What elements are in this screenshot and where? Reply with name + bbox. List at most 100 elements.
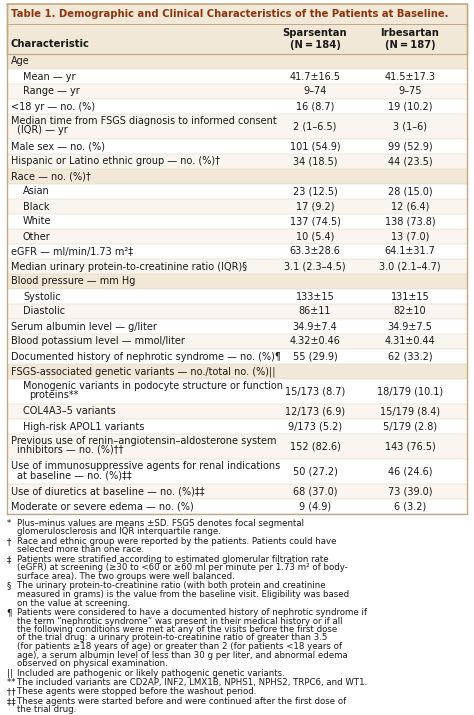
Text: 34.9±7.5: 34.9±7.5 [388,322,432,332]
Text: 133±15: 133±15 [296,292,334,302]
Text: COL4A3–5 variants: COL4A3–5 variants [23,407,116,417]
Text: at baseline — no. (%)‡‡: at baseline — no. (%)‡‡ [17,470,132,480]
Text: 5/179 (2.8): 5/179 (2.8) [383,422,437,431]
Bar [7,419,467,434]
Text: 82±10: 82±10 [394,307,426,317]
Text: 138 (73.8): 138 (73.8) [385,217,435,227]
Text: 41.7±16.5: 41.7±16.5 [290,72,340,82]
Bar [7,499,467,514]
Text: 23 (12.5): 23 (12.5) [292,187,337,197]
Text: 152 (82.6): 152 (82.6) [290,441,340,451]
Text: 10 (5.4): 10 (5.4) [296,232,334,242]
Text: 2 (1–6.5): 2 (1–6.5) [293,122,337,132]
Text: The urinary protein-to-creatinine ratio (with both protein and creatinine: The urinary protein-to-creatinine ratio … [17,581,326,591]
Text: 99 (52.9): 99 (52.9) [388,142,432,152]
Bar [7,214,467,229]
Text: 34 (18.5): 34 (18.5) [293,157,337,167]
Text: Race and ethnic group were reported by the patients. Patients could have: Race and ethnic group were reported by t… [17,537,337,546]
Text: §: § [7,581,14,591]
Bar [7,379,467,404]
Text: Mean — yr: Mean — yr [23,72,75,82]
Bar [7,114,467,139]
Text: (eGFR) at screening (≥30 to <60 or ≥60 ml per minute per 1.73 m² of body-: (eGFR) at screening (≥30 to <60 or ≥60 m… [17,563,348,573]
Text: (IQR) — yr: (IQR) — yr [17,125,68,135]
Text: 62 (33.2): 62 (33.2) [388,352,432,362]
Text: measured in grams) is the value from the baseline visit. Eligibility was based: measured in grams) is the value from the… [17,590,349,599]
Text: 73 (39.0): 73 (39.0) [388,486,432,496]
Text: 34.9±7.4: 34.9±7.4 [292,322,337,332]
Text: 12/173 (6.9): 12/173 (6.9) [285,407,345,417]
Text: Black: Black [23,202,49,212]
Text: Characteristic: Characteristic [11,39,90,49]
Text: 9–75: 9–75 [398,87,422,97]
Text: 19 (10.2): 19 (10.2) [388,102,432,112]
Text: Use of immunosuppressive agents for renal indications: Use of immunosuppressive agents for rena… [11,461,280,471]
Text: 86±11: 86±11 [299,307,331,317]
Text: Diastolic: Diastolic [23,307,65,317]
Text: glomerulosclerosis and IQR interquartile range.: glomerulosclerosis and IQR interquartile… [17,528,221,536]
Text: Systolic: Systolic [23,292,61,302]
Text: Monogenic variants in podocyte structure or function: Monogenic variants in podocyte structure… [23,381,283,391]
Text: Range — yr: Range — yr [23,87,80,97]
Text: 143 (76.5): 143 (76.5) [384,441,436,451]
Text: 137 (74.5): 137 (74.5) [290,217,340,227]
Text: Sparsentan
(N = 184): Sparsentan (N = 184) [283,28,347,50]
Text: 46 (24.6): 46 (24.6) [388,466,432,476]
Text: ¶: ¶ [7,608,15,617]
Bar [7,434,467,459]
Text: 13 (7.0): 13 (7.0) [391,232,429,242]
Bar [7,84,467,99]
Text: 64.1±31.7: 64.1±31.7 [384,247,436,257]
Bar [7,24,467,54]
Text: High-risk APOL1 variants: High-risk APOL1 variants [23,422,145,431]
Text: Serum albumin level — g/liter: Serum albumin level — g/liter [11,322,157,332]
Text: Median time from FSGS diagnosis to informed consent: Median time from FSGS diagnosis to infor… [11,116,277,126]
Text: 50 (27.2): 50 (27.2) [292,466,337,476]
Text: 15/179 (8.4): 15/179 (8.4) [380,407,440,417]
Text: Table 1. Demographic and Clinical Characteristics of the Patients at Baseline.: Table 1. Demographic and Clinical Charac… [11,9,448,19]
Text: Median urinary protein-to-creatinine ratio (IQR)§: Median urinary protein-to-creatinine rat… [11,262,247,272]
Text: the trial drug.: the trial drug. [17,706,76,714]
Bar [7,349,467,364]
Bar [7,54,467,69]
Text: *: * [7,519,14,528]
Text: 3.1 (2.3–4.5): 3.1 (2.3–4.5) [284,262,346,272]
Text: Moderate or severe edema — no. (%): Moderate or severe edema — no. (%) [11,501,194,511]
Bar [7,304,467,319]
Text: Asian: Asian [23,187,50,197]
Bar [7,459,467,484]
Bar [7,404,467,419]
Text: Patients were considered to have a documented history of nephrotic syndrome if: Patients were considered to have a docum… [17,608,367,617]
Text: 41.5±17.3: 41.5±17.3 [384,72,436,82]
Text: the following conditions were met at any of the visits before the first dose: the following conditions were met at any… [17,625,337,634]
Text: Patients were stratified according to estimated glomerular filtration rate: Patients were stratified according to es… [17,555,328,564]
Text: 131±15: 131±15 [391,292,429,302]
Text: on the value at screening.: on the value at screening. [17,598,130,608]
Text: 18/179 (10.1): 18/179 (10.1) [377,387,443,397]
Text: Race — no. (%)†: Race — no. (%)† [11,172,91,182]
Text: 4.32±0.46: 4.32±0.46 [290,337,340,347]
Bar [7,319,467,334]
Text: 28 (15.0): 28 (15.0) [388,187,432,197]
Text: 4.31±0.44: 4.31±0.44 [384,337,436,347]
Bar [7,4,467,24]
Text: ‡‡: ‡‡ [7,697,18,706]
Text: 101 (54.9): 101 (54.9) [290,142,340,152]
Text: Blood potassium level — mmol/liter: Blood potassium level — mmol/liter [11,337,185,347]
Text: surface area). The two groups were well balanced.: surface area). The two groups were well … [17,572,235,581]
Text: Previous use of renin–angiotensin–aldosterone system: Previous use of renin–angiotensin–aldost… [11,436,276,446]
Text: 15/173 (8.7): 15/173 (8.7) [285,387,345,397]
Text: Age: Age [11,56,30,66]
Text: age), a serum albumin level of less than 30 g per liter, and abnormal edema: age), a serum albumin level of less than… [17,651,348,659]
Text: These agents were started before and were continued after the first dose of: These agents were started before and wer… [17,697,346,706]
Text: **: ** [7,678,18,687]
Text: observed on physical examination.: observed on physical examination. [17,659,168,668]
Text: 63.3±28.6: 63.3±28.6 [290,247,340,257]
Bar [7,99,467,114]
Text: ||: || [7,669,16,678]
Bar [7,334,467,349]
Text: FSGS-associated genetic variants — no./total no. (%)||: FSGS-associated genetic variants — no./t… [11,366,275,377]
Text: 9–74: 9–74 [303,87,327,97]
Bar [7,364,467,379]
Text: Use of diuretics at baseline — no. (%)‡‡: Use of diuretics at baseline — no. (%)‡‡ [11,486,205,496]
